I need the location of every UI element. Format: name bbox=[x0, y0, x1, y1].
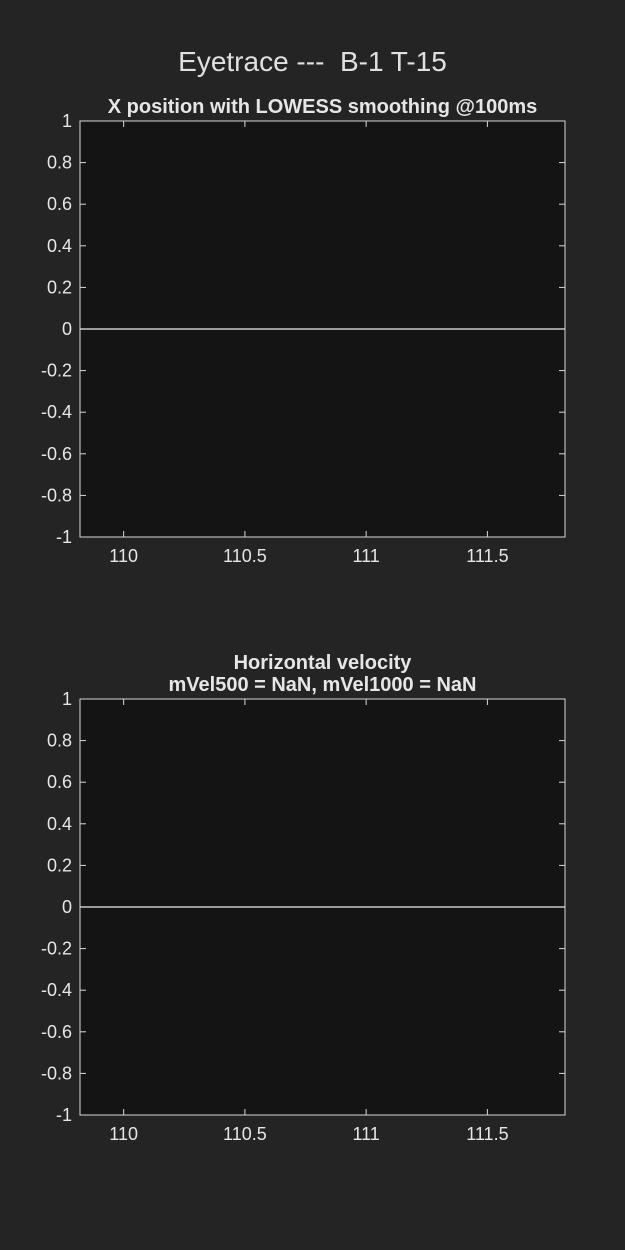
y-tick-label: 1 bbox=[62, 689, 72, 709]
y-tick-label: 0.6 bbox=[47, 772, 72, 792]
y-tick-label: 0.2 bbox=[47, 855, 72, 875]
y-tick-label: 0.8 bbox=[47, 731, 72, 751]
y-tick-label: 0.6 bbox=[47, 194, 72, 214]
x-tick-label: 110.5 bbox=[223, 1124, 267, 1144]
y-tick-label: -0.8 bbox=[41, 1063, 72, 1083]
chart-2: Horizontal velocity mVel500 = NaN, mVel10… bbox=[41, 652, 566, 1144]
chart-title-line: X position with LOWESS smoothing @100ms bbox=[108, 96, 538, 118]
axes-frame bbox=[79, 120, 566, 538]
x-tick-label: 110.5 bbox=[223, 546, 267, 566]
y-tick-label: -0.2 bbox=[41, 939, 72, 959]
axes-frame bbox=[79, 698, 566, 1116]
y-tick-label: 0.2 bbox=[47, 277, 72, 297]
y-tick-label: 0 bbox=[62, 897, 72, 917]
x-tick-label: 111 bbox=[352, 1124, 379, 1144]
x-tick-label: 110 bbox=[109, 1124, 138, 1144]
x-tick-label: 111 bbox=[352, 546, 379, 566]
y-tick-label: 0.8 bbox=[47, 153, 72, 173]
y-tick-label: -1 bbox=[56, 1105, 72, 1125]
chart-title: X position with LOWESS smoothing @100ms bbox=[108, 96, 538, 118]
chart-title: Horizontal velocity mVel500 = NaN, mVel10… bbox=[169, 652, 477, 696]
y-tick-label: 0.4 bbox=[47, 814, 72, 834]
y-tick-label: -0.8 bbox=[41, 485, 72, 505]
y-tick-label: -0.2 bbox=[41, 361, 72, 381]
chart-1: X position with LOWESS smoothing @100ms 1… bbox=[41, 96, 566, 566]
chart-title-line: Horizontal velocity bbox=[234, 652, 413, 674]
x-tick-label: 111.5 bbox=[466, 546, 508, 566]
y-tick-label: 0.4 bbox=[47, 236, 72, 256]
y-tick-label: -0.6 bbox=[41, 1022, 72, 1042]
y-tick-label: -0.4 bbox=[41, 980, 72, 1000]
y-tick-label: 1 bbox=[62, 111, 72, 131]
figure-title: Eyetrace --- B-1 T-15 bbox=[178, 46, 447, 77]
x-tick-label: 110 bbox=[109, 546, 138, 566]
chart-title-line: mVel500 = NaN, mVel1000 = NaN bbox=[169, 674, 477, 696]
y-tick-label: -0.6 bbox=[41, 444, 72, 464]
y-tick-label: -1 bbox=[56, 527, 72, 547]
x-tick-label: 111.5 bbox=[466, 1124, 508, 1144]
y-tick-label: 0 bbox=[62, 319, 72, 339]
y-tick-label: -0.4 bbox=[41, 402, 72, 422]
